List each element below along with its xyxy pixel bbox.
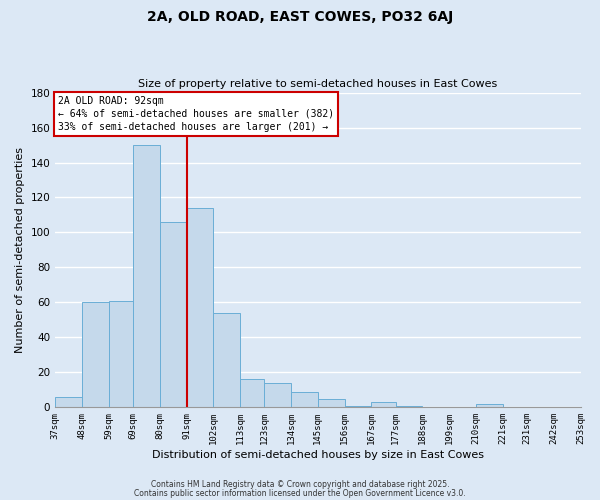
X-axis label: Distribution of semi-detached houses by size in East Cowes: Distribution of semi-detached houses by …: [152, 450, 484, 460]
Bar: [318, 398, 344, 407]
Bar: [476, 404, 503, 407]
Bar: [291, 392, 318, 407]
Bar: [213, 313, 240, 408]
Bar: [55, 397, 82, 407]
Y-axis label: Number of semi-detached properties: Number of semi-detached properties: [15, 147, 25, 353]
Text: Contains public sector information licensed under the Open Government Licence v3: Contains public sector information licen…: [134, 488, 466, 498]
Bar: [187, 208, 213, 408]
Text: 2A, OLD ROAD, EAST COWES, PO32 6AJ: 2A, OLD ROAD, EAST COWES, PO32 6AJ: [147, 10, 453, 24]
Text: Contains HM Land Registry data © Crown copyright and database right 2025.: Contains HM Land Registry data © Crown c…: [151, 480, 449, 489]
Bar: [82, 302, 109, 408]
Bar: [133, 145, 160, 407]
Bar: [344, 406, 371, 407]
Text: 2A OLD ROAD: 92sqm
← 64% of semi-detached houses are smaller (382)
33% of semi-d: 2A OLD ROAD: 92sqm ← 64% of semi-detache…: [58, 96, 334, 132]
Bar: [109, 300, 133, 408]
Bar: [240, 380, 265, 407]
Title: Size of property relative to semi-detached houses in East Cowes: Size of property relative to semi-detach…: [138, 79, 497, 89]
Bar: [265, 383, 291, 407]
Bar: [160, 222, 187, 408]
Bar: [371, 402, 395, 407]
Bar: [395, 406, 422, 407]
